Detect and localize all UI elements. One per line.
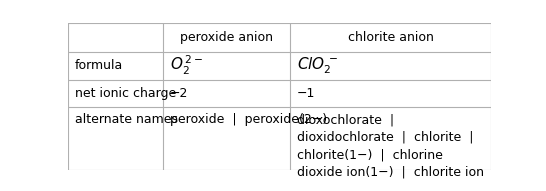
Text: $O_2^{\,2-}$: $O_2^{\,2-}$	[170, 54, 203, 77]
Text: net ionic charge: net ionic charge	[75, 87, 176, 100]
Text: formula: formula	[75, 59, 123, 72]
Text: −1: −1	[297, 87, 315, 100]
Text: peroxide anion: peroxide anion	[180, 31, 274, 44]
Text: chlorite anion: chlorite anion	[348, 31, 434, 44]
Text: alternate names: alternate names	[75, 113, 177, 126]
Text: −2: −2	[170, 87, 188, 100]
Text: $ClO_2^{\,-}$: $ClO_2^{\,-}$	[297, 55, 339, 76]
Text: peroxide  |  peroxide(2−): peroxide | peroxide(2−)	[170, 113, 327, 126]
Text: dioxochlorate  |
dioxidochlorate  |  chlorite  |
chlorite(1−)  |  chlorine
dioxi: dioxochlorate | dioxidochlorate | chlori…	[297, 113, 484, 179]
